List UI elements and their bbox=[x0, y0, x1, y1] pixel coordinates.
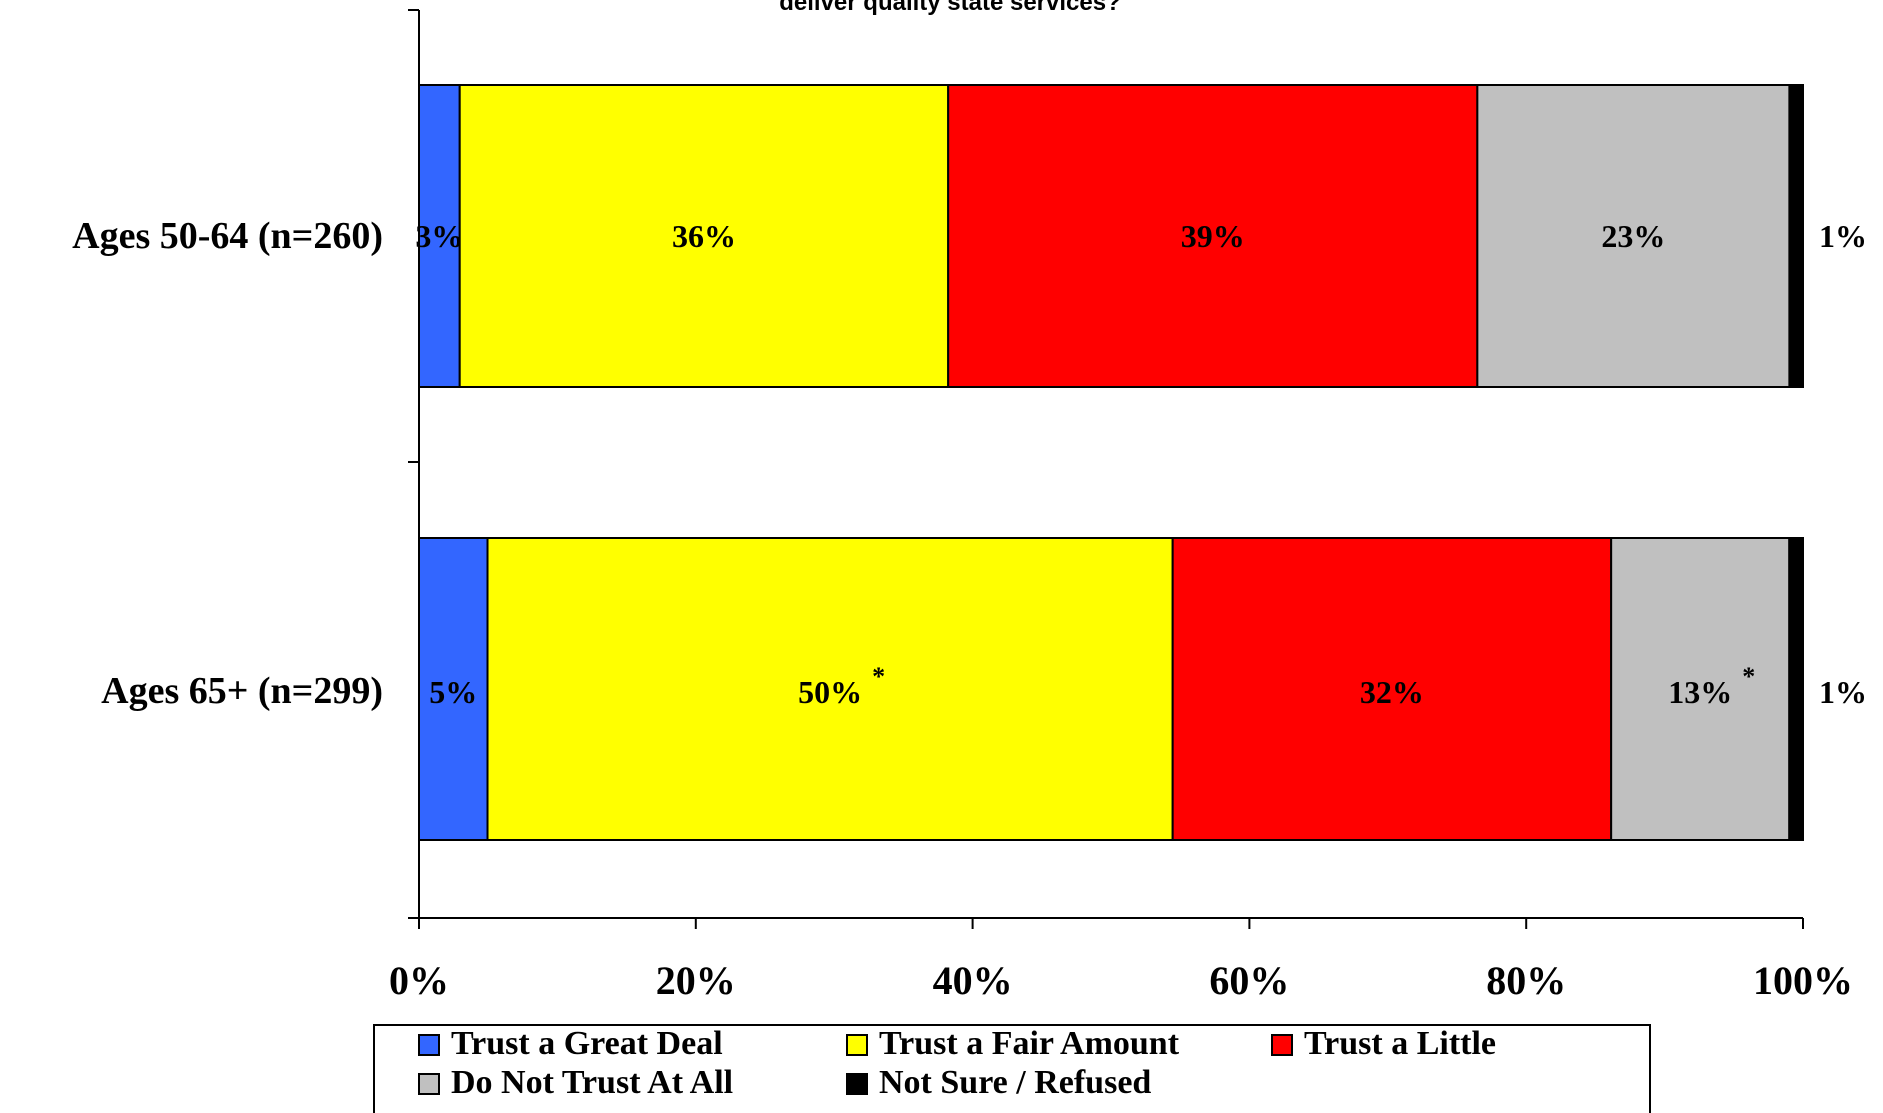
data-label-do-not-trust-at-all-1: 23% bbox=[1601, 218, 1665, 254]
data-label-trust-a-fair-amount-2: 50% bbox=[798, 674, 862, 710]
data-label-trust-a-great-deal-2: 5% bbox=[429, 674, 477, 710]
data-label-trust-a-fair-amount-1: 36% bbox=[672, 218, 736, 254]
legend-label-trust-a-little: Trust a Little bbox=[1304, 1025, 1496, 1062]
significance-marker-do-not-trust-at-all-2: * bbox=[1742, 662, 1755, 691]
legend-swatch-trust-a-fair-amount bbox=[846, 1034, 868, 1056]
x-tick-label-6: 100% bbox=[1753, 958, 1853, 1003]
legend-swatch-trust-a-little bbox=[1271, 1034, 1293, 1056]
bar-segment-trust-a-little-2 bbox=[1171, 537, 1613, 841]
legend-label-not-sure-refused: Not Sure / Refused bbox=[879, 1064, 1151, 1101]
data-label-trust-a-great-deal-1: 3% bbox=[415, 218, 463, 254]
data-label-not-sure-refused-2: 1% bbox=[1819, 674, 1867, 710]
x-tick-label-5: 80% bbox=[1486, 958, 1566, 1003]
legend-label-trust-a-fair-amount: Trust a Fair Amount bbox=[879, 1025, 1180, 1062]
legend-swatch-do-not-trust-at-all bbox=[418, 1073, 440, 1095]
x-tick-label-2: 20% bbox=[656, 958, 736, 1003]
category-label-1: Ages 50-64 (n=260) bbox=[72, 215, 383, 257]
chart-title: deliver quality state services? bbox=[779, 0, 1121, 16]
bar-segment-trust-a-fair-amount-1 bbox=[458, 84, 950, 388]
bar-segment-trust-a-fair-amount-2 bbox=[486, 537, 1174, 841]
significance-marker-trust-a-fair-amount-2: * bbox=[872, 662, 885, 691]
legend-label-do-not-trust-at-all: Do Not Trust At All bbox=[451, 1064, 733, 1101]
data-label-trust-a-little-1: 39% bbox=[1181, 218, 1245, 254]
legend-box bbox=[373, 1024, 1651, 1113]
bar-segment-not-sure-refused-2 bbox=[1788, 537, 1804, 841]
bar-segment-do-not-trust-at-all-1 bbox=[1476, 84, 1791, 388]
bar-segment-trust-a-little-1 bbox=[947, 84, 1479, 388]
legend-swatch-not-sure-refused bbox=[846, 1073, 868, 1095]
data-label-trust-a-little-2: 32% bbox=[1360, 674, 1424, 710]
x-tick-label-3: 40% bbox=[933, 958, 1013, 1003]
category-label-2: Ages 65+ (n=299) bbox=[101, 670, 383, 712]
bar-segment-trust-a-great-deal-2 bbox=[418, 537, 489, 841]
legend-label-trust-a-great-deal: Trust a Great Deal bbox=[451, 1025, 723, 1062]
data-label-not-sure-refused-1: 1% bbox=[1819, 218, 1867, 254]
x-tick-label-4: 60% bbox=[1209, 958, 1289, 1003]
legend-swatch-trust-a-great-deal bbox=[418, 1034, 440, 1056]
data-label-do-not-trust-at-all-2: 13% bbox=[1668, 674, 1732, 710]
bar-segment-do-not-trust-at-all-2 bbox=[1610, 537, 1791, 841]
bar-segment-not-sure-refused-1 bbox=[1788, 84, 1805, 388]
x-tick-label-1: 0% bbox=[389, 958, 449, 1003]
